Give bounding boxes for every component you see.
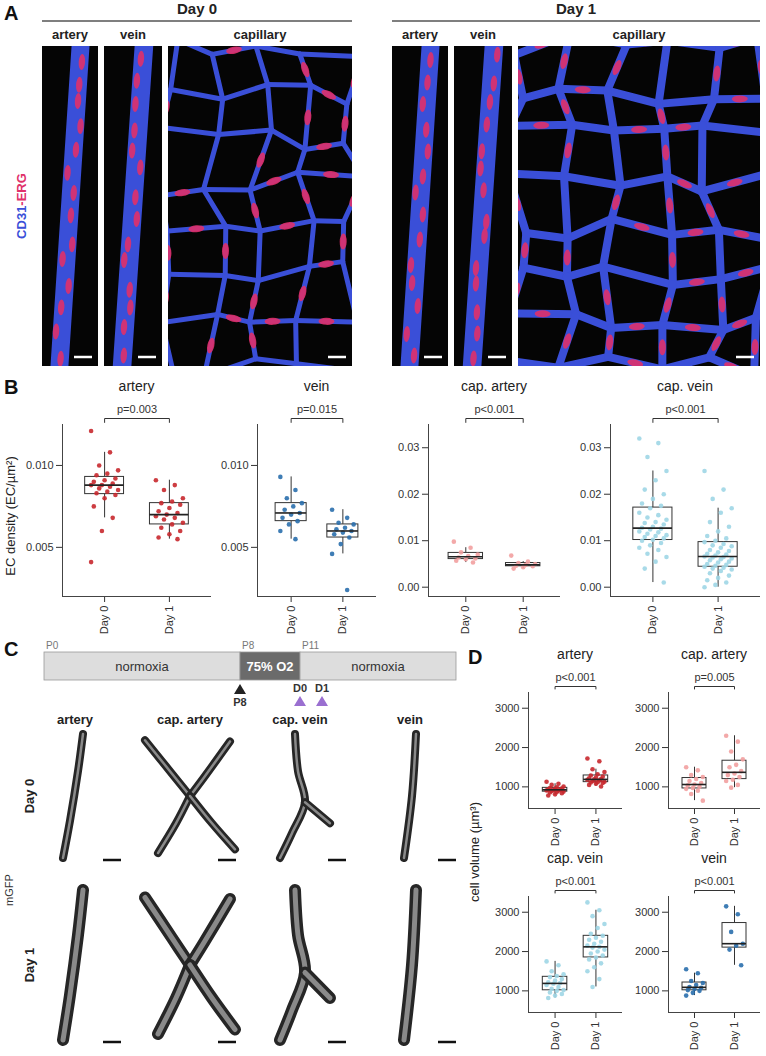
svg-text:1000: 1000 [495, 984, 519, 996]
svg-text:0.01: 0.01 [580, 534, 601, 546]
svg-text:Day 1: Day 1 [22, 948, 37, 983]
svg-text:75% O2: 75% O2 [247, 659, 294, 674]
svg-text:p<0.001: p<0.001 [474, 403, 514, 415]
svg-text:vein: vein [470, 27, 496, 42]
svg-text:2000: 2000 [495, 945, 519, 957]
svg-text:1000: 1000 [495, 780, 519, 792]
svg-text:Day 0: Day 0 [177, 0, 217, 17]
svg-text:Day 0: Day 0 [688, 818, 700, 847]
svg-text:1000: 1000 [635, 780, 659, 792]
svg-text:Day 0: Day 0 [688, 1022, 700, 1051]
svg-text:Day 0: Day 0 [22, 779, 37, 814]
svg-text:B: B [4, 376, 18, 398]
html-text:cap. vein: cap. vein [657, 378, 713, 394]
svg-text:P11: P11 [302, 640, 319, 651]
svg-text:A: A [4, 2, 18, 24]
svg-text:2000: 2000 [635, 741, 659, 753]
svg-text:D0: D0 [293, 682, 307, 694]
svg-text:artery: artery [57, 712, 94, 727]
svg-text:Day 0: Day 0 [459, 606, 471, 635]
svg-text:vein: vein [120, 27, 146, 42]
svg-text:P0: P0 [46, 640, 59, 651]
svg-text:0.02: 0.02 [398, 488, 419, 500]
html-text:artery: artery [557, 646, 593, 662]
svg-text:0.03: 0.03 [580, 441, 601, 453]
svg-text:capillary: capillary [234, 27, 288, 42]
svg-text:p<0.001: p<0.001 [555, 671, 595, 683]
svg-text:cap. vein: cap. vein [272, 712, 328, 727]
svg-text:vein: vein [397, 712, 423, 727]
html-text:artery: artery [118, 378, 155, 394]
svg-text:0.010: 0.010 [26, 459, 54, 471]
svg-text:0.005: 0.005 [26, 541, 54, 553]
svg-text:p<0.001: p<0.001 [555, 875, 595, 887]
svg-text:D1: D1 [315, 682, 329, 694]
svg-text:Day 1: Day 1 [556, 0, 596, 17]
svg-text:Day 1: Day 1 [728, 818, 740, 847]
svg-text:Day 0: Day 0 [285, 606, 297, 635]
svg-text:P8: P8 [242, 640, 255, 651]
svg-text:3000: 3000 [495, 906, 519, 918]
svg-text:Day 1: Day 1 [336, 606, 348, 635]
svg-text:Day 1: Day 1 [712, 606, 724, 635]
svg-text:p=0.005: p=0.005 [694, 671, 734, 683]
html-text:vein: vein [303, 378, 330, 394]
svg-text:2000: 2000 [495, 741, 519, 753]
svg-text:3000: 3000 [495, 702, 519, 714]
svg-text:CD31-ERG: CD31-ERG [14, 173, 29, 239]
svg-text:C: C [4, 638, 18, 660]
svg-text:capillary: capillary [613, 27, 667, 42]
svg-text:EC density (EC/µm²): EC density (EC/µm²) [3, 456, 18, 575]
svg-text:3000: 3000 [635, 906, 659, 918]
svg-text:0.00: 0.00 [580, 581, 601, 593]
svg-text:cell volume (µm³): cell volume (µm³) [467, 802, 482, 902]
html-text:vein: vein [701, 850, 727, 866]
svg-text:1000: 1000 [635, 984, 659, 996]
html-text:cap. vein: cap. vein [547, 850, 603, 866]
svg-text:mGFP: mGFP [3, 874, 15, 906]
svg-text:cap. artery: cap. artery [157, 712, 224, 727]
svg-text:Day 1: Day 1 [728, 1022, 740, 1051]
svg-text:0.01: 0.01 [398, 534, 419, 546]
svg-text:0.02: 0.02 [580, 488, 601, 500]
svg-text:p<0.001: p<0.001 [694, 875, 734, 887]
svg-text:0.010: 0.010 [221, 459, 249, 471]
svg-text:Day 0: Day 0 [98, 606, 110, 635]
svg-text:Day 0: Day 0 [646, 606, 658, 635]
svg-text:0.03: 0.03 [398, 441, 419, 453]
svg-text:P8: P8 [233, 696, 246, 708]
svg-text:Day 1: Day 1 [517, 606, 529, 635]
html-text:cap. artery: cap. artery [680, 646, 748, 662]
svg-text:Day 1: Day 1 [163, 606, 175, 635]
svg-text:normoxia: normoxia [351, 659, 405, 674]
svg-text:p=0.015: p=0.015 [297, 403, 337, 415]
svg-text:D: D [468, 646, 482, 668]
svg-text:Day 1: Day 1 [589, 818, 601, 847]
svg-text:p=0.003: p=0.003 [117, 403, 157, 415]
html-text:cap. artery: cap. artery [460, 378, 528, 394]
svg-text:Day 1: Day 1 [589, 1022, 601, 1051]
svg-text:Day 0: Day 0 [549, 818, 561, 847]
svg-text:p<0.001: p<0.001 [665, 403, 705, 415]
svg-text:0.00: 0.00 [398, 581, 419, 593]
svg-text:artery: artery [402, 27, 439, 42]
svg-text:normoxia: normoxia [115, 659, 169, 674]
svg-text:0.005: 0.005 [221, 541, 249, 553]
svg-text:2000: 2000 [635, 945, 659, 957]
svg-text:3000: 3000 [635, 702, 659, 714]
svg-text:Day 0: Day 0 [549, 1022, 561, 1051]
svg-text:artery: artery [52, 27, 89, 42]
